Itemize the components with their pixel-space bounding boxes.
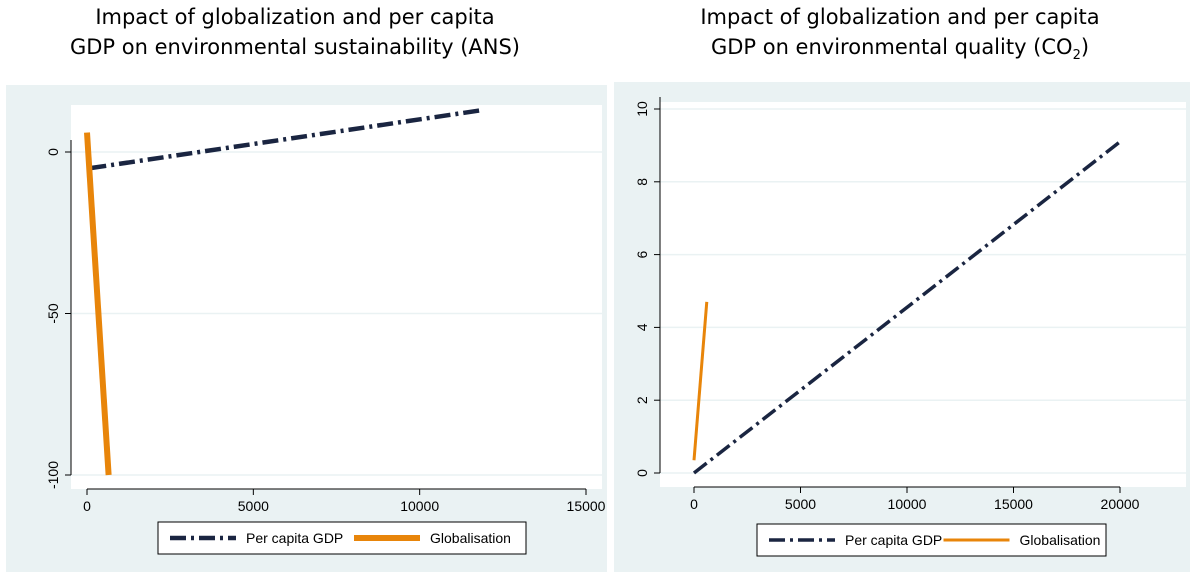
x-tick-label: 10000 <box>888 496 927 512</box>
x-tick-label: 5000 <box>238 498 269 514</box>
series-line-per-capita-gdp <box>692 140 1122 475</box>
series-line-globalisation <box>692 301 709 461</box>
series-line-globalisation <box>84 132 112 476</box>
chart-title-co2-line2-text: GDP on environmental quality (CO <box>710 35 1073 59</box>
series-line-per-capita-gdp <box>89 107 484 171</box>
chart-title-co2-line2: GDP on environmental quality (CO2) <box>620 32 1180 71</box>
x-tick-label: 0 <box>690 496 698 512</box>
chart-title-ans: Impact of globalization and per capita G… <box>15 2 575 62</box>
legend-box <box>157 521 527 555</box>
y-tick-label: 0 <box>634 469 650 477</box>
chart-ans: -100 -50 0 0 5000 10000 15000 Per capita GDP Glo… <box>6 85 607 572</box>
plot-area <box>71 105 602 489</box>
legend-label-per-capita-gdp: Per capita GDP <box>845 532 942 548</box>
x-tick-label: 5000 <box>785 496 816 512</box>
y-tick-label: -100 <box>45 461 61 489</box>
chart-title-ans-line2: GDP on environmental sustainability (ANS… <box>69 35 520 59</box>
chart-title-co2-subscript: 2 <box>1072 48 1081 64</box>
chart-title-co2-line2-end: ) <box>1080 35 1090 59</box>
y-tick-label: 2 <box>634 396 650 404</box>
chart-co2: 0 2 4 6 8 10 0 5000 10000 15000 20000 Per capita GD… <box>614 82 1190 572</box>
chart-title-co2: Impact of globalization and per capita G… <box>620 2 1180 71</box>
y-tick-label: 4 <box>634 323 650 331</box>
x-tick-label: 15000 <box>994 496 1033 512</box>
x-tick-label: 0 <box>83 498 91 514</box>
y-tick-label: 8 <box>634 178 650 186</box>
legend-box <box>756 523 1107 557</box>
legend-label-per-capita-gdp: Per capita GDP <box>246 530 343 546</box>
x-tick-label: 15000 <box>567 498 606 514</box>
y-tick-label: -50 <box>45 303 61 323</box>
chart-title-co2-line1: Impact of globalization and per capita <box>700 5 1100 29</box>
x-tick-label: 20000 <box>1101 496 1140 512</box>
chart-title-ans-line1: Impact of globalization and per capita <box>95 5 495 29</box>
y-tick-label: 10 <box>634 101 650 117</box>
legend-label-globalisation: Globalisation <box>1020 532 1101 548</box>
legend-label-globalisation: Globalisation <box>430 530 511 546</box>
y-tick-label: 0 <box>45 148 61 156</box>
x-tick-label: 10000 <box>400 498 439 514</box>
y-tick-label: 6 <box>634 250 650 258</box>
